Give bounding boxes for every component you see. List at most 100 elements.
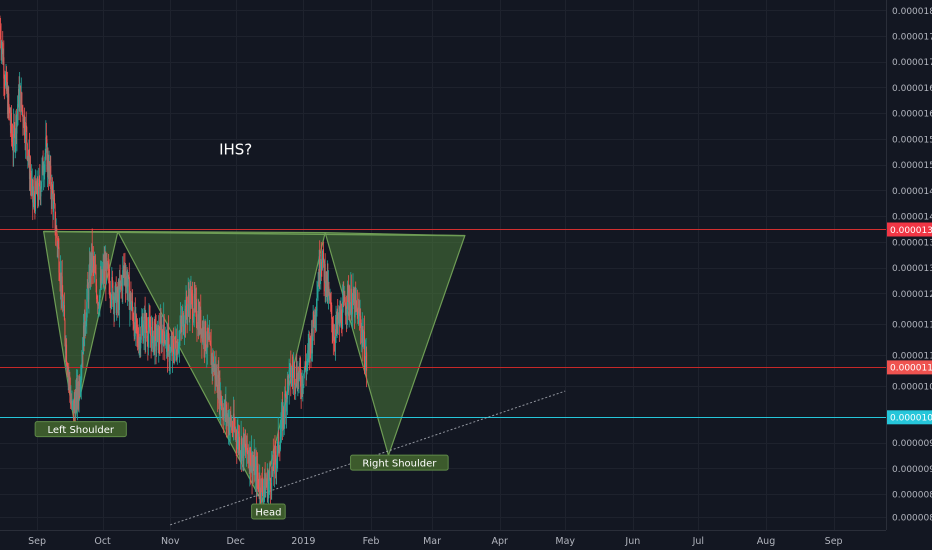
candle	[292, 356, 294, 394]
candle-body	[201, 328, 203, 342]
time-tick-label: Jul	[692, 536, 704, 547]
time-tick-label: Sep	[825, 536, 843, 547]
candle-body	[345, 311, 347, 315]
candle	[159, 326, 161, 357]
candle-body	[65, 344, 67, 354]
candle-body	[221, 404, 222, 406]
candle	[353, 286, 355, 306]
candle	[297, 361, 299, 397]
candle-body	[338, 312, 340, 325]
pattern-label-box	[350, 454, 449, 471]
candle-body	[81, 352, 83, 364]
candle-body	[292, 373, 294, 378]
time-axis[interactable]: Sep Oct Nov Dec 2019 Feb Mar Apr May Jun Jul Aug Sep	[28, 536, 842, 547]
candle	[363, 315, 365, 374]
candle	[34, 169, 36, 214]
candle-body	[172, 339, 174, 343]
candle	[184, 299, 186, 337]
pattern-annotations: Left Shoulder Head Right Shoulder	[34, 421, 449, 520]
candle	[158, 312, 160, 355]
candle	[212, 348, 214, 381]
candle	[96, 296, 98, 303]
candle-body	[340, 309, 342, 322]
candle-body	[20, 92, 22, 113]
candle-body	[317, 292, 319, 298]
candle-body	[211, 355, 213, 365]
candle	[316, 280, 318, 317]
candle-body	[152, 321, 154, 350]
candle-body	[128, 275, 130, 277]
candle-body	[312, 336, 314, 349]
candle	[231, 420, 233, 438]
candle	[85, 321, 87, 337]
candle	[164, 326, 166, 349]
candle	[127, 274, 129, 302]
candle-body	[158, 328, 160, 351]
candle-body	[293, 365, 295, 369]
candle	[22, 118, 24, 128]
candle	[285, 390, 287, 425]
price-axis[interactable]: 0.00001800 0.00001750 0.00001700 0.00001650…	[887, 7, 932, 524]
candle-body	[249, 447, 251, 470]
candle-body	[16, 111, 18, 116]
candle-body	[306, 363, 308, 372]
candle-body	[188, 302, 190, 316]
candle	[84, 309, 86, 347]
candle-body	[207, 327, 209, 339]
candle	[285, 391, 287, 429]
candle	[229, 408, 231, 446]
candle	[95, 264, 97, 293]
candle-body	[151, 321, 153, 327]
candle	[126, 266, 128, 301]
candle-body	[153, 330, 155, 337]
candle	[237, 417, 239, 454]
candle-body	[90, 258, 92, 283]
candle-body	[267, 474, 269, 499]
candle	[276, 458, 278, 485]
candle-body	[28, 149, 30, 158]
candle	[74, 389, 76, 425]
candle	[233, 399, 235, 433]
candle	[255, 450, 257, 505]
candle-body	[357, 307, 359, 324]
candle	[146, 313, 148, 342]
candle-body	[156, 341, 158, 347]
candle-body	[80, 368, 82, 383]
candle-body	[15, 115, 17, 134]
candle-body	[175, 343, 177, 356]
time-tick-label: Sep	[28, 536, 46, 547]
candle-body	[133, 326, 135, 337]
candle	[93, 251, 95, 283]
candle	[154, 313, 156, 341]
candle-body	[48, 171, 50, 180]
candle	[362, 325, 364, 362]
candle	[111, 270, 113, 288]
candle	[330, 291, 332, 314]
time-tick-label: Feb	[363, 536, 380, 547]
candle-body	[11, 131, 13, 138]
candle	[179, 315, 181, 347]
candle	[86, 288, 88, 334]
candle-body	[48, 163, 50, 180]
candle	[234, 418, 236, 440]
candle-body	[284, 393, 286, 397]
candle	[198, 299, 200, 340]
candle	[216, 364, 218, 387]
candle-body	[181, 322, 183, 327]
candle-body	[245, 450, 247, 453]
candle-body	[177, 347, 179, 353]
candle-body	[359, 315, 361, 317]
candle	[171, 335, 173, 373]
candle-body	[109, 295, 111, 297]
candle-body	[135, 315, 137, 321]
candle-body	[154, 323, 156, 352]
candle-body	[208, 336, 210, 340]
candle	[18, 76, 20, 121]
candle-body	[193, 316, 195, 321]
candle	[283, 406, 285, 430]
candle-body	[261, 478, 263, 481]
candle	[84, 299, 86, 339]
candle-body	[79, 385, 81, 392]
candle	[197, 298, 199, 337]
